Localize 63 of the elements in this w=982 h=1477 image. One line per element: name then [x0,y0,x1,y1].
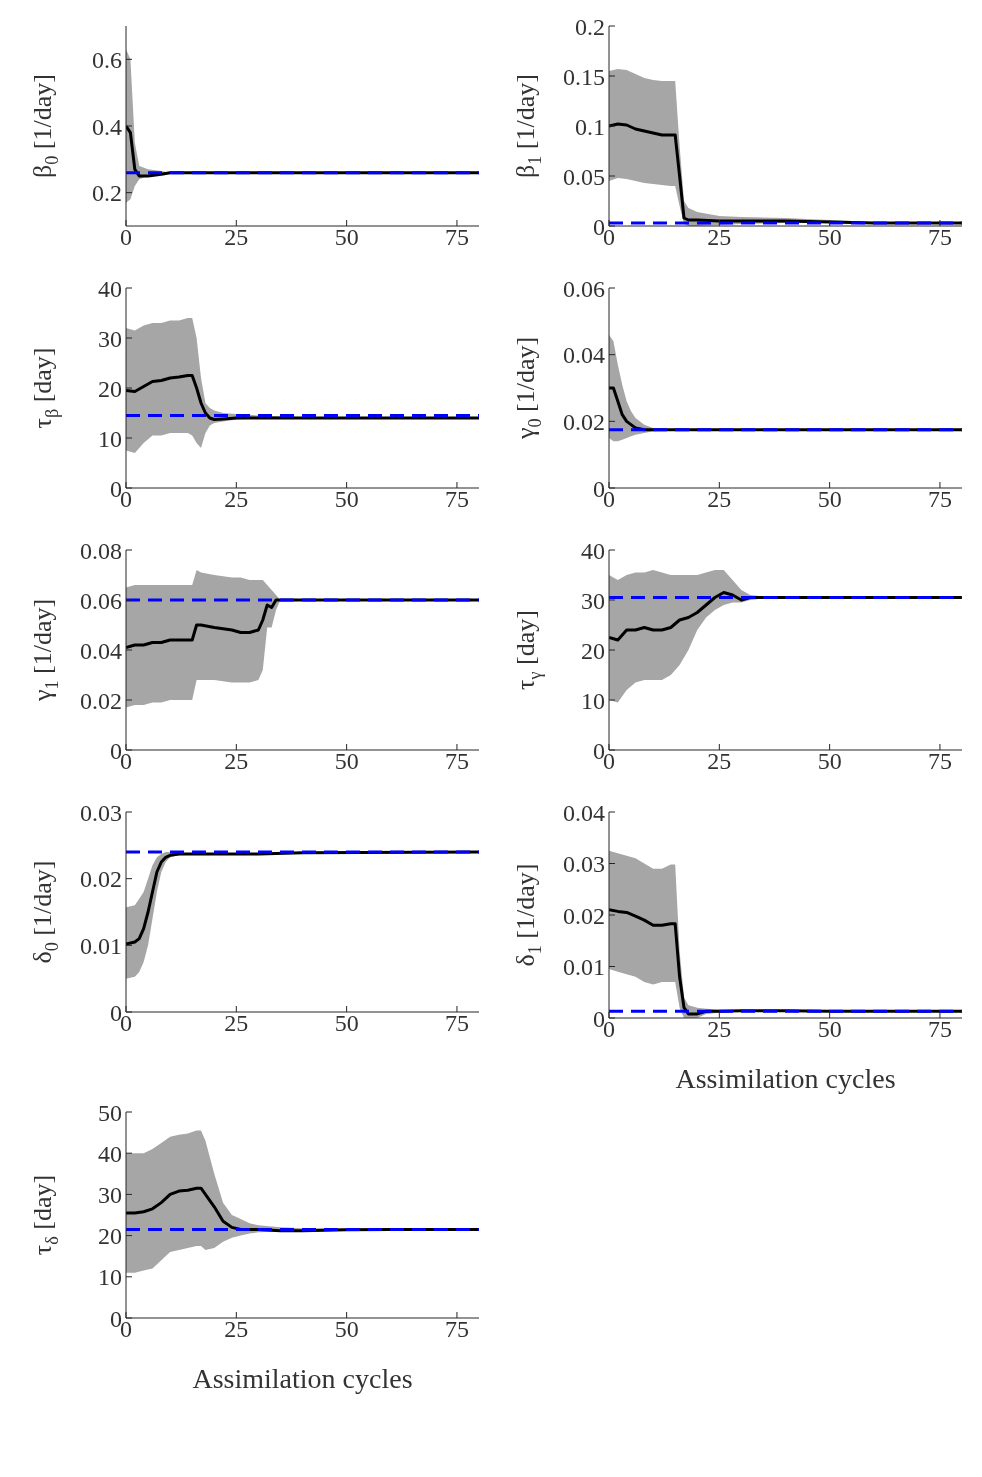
x-tick-label: 25 [707,1016,732,1043]
y-tick-label: 0.03 [80,799,122,826]
y-tick-label: 30 [98,1181,122,1208]
y-tick-label: 30 [98,325,122,352]
y-tick-label: 40 [581,537,605,564]
y-tick-label: 0.04 [563,342,605,369]
y-tick-label: 0.02 [563,408,605,435]
y-tick-label: 0.08 [80,537,122,564]
y-tick-label: 10 [98,425,122,452]
x-tick-label: 25 [224,224,249,251]
y-tick-label: 0.04 [563,799,605,826]
x-tick-label: 50 [334,1316,359,1343]
y-tick-label: 0.04 [80,637,122,664]
x-tick-label: 50 [334,224,359,251]
x-tick-label: 50 [817,486,842,513]
y-tick-label: 0.01 [80,932,122,959]
x-tick-label: 25 [707,224,732,251]
y-tick-label: 0.06 [80,587,122,614]
x-tick-label: 50 [334,1010,359,1037]
x-axis-title: Assimilation cycles [192,1363,413,1394]
y-tick-label: 0.02 [563,902,605,929]
y-tick-label: 0.2 [92,180,122,207]
x-tick-label: 50 [334,748,359,775]
y-tick-label: 10 [98,1264,122,1291]
y-tick-label: 0.02 [80,687,122,714]
x-axis-title: Assimilation cycles [675,1063,896,1094]
y-tick-label: 0.01 [563,954,605,981]
y-tick-label: 20 [98,375,122,402]
x-tick-label: 50 [817,1016,842,1043]
x-tick-label: 75 [927,224,952,251]
x-tick-label: 50 [334,486,359,513]
x-tick-label: 50 [817,748,842,775]
x-tick-label: 25 [224,1316,249,1343]
x-tick-label: 75 [444,748,469,775]
y-tick-label: 40 [98,1140,122,1167]
y-tick-label: 30 [581,587,605,614]
y-tick-label: 0.6 [92,46,122,73]
x-tick-label: 75 [927,486,952,513]
y-tick-label: 10 [581,687,605,714]
y-tick-label: 0.05 [563,163,605,190]
y-tick-label: 0.15 [563,63,605,90]
y-tick-label: 0.02 [80,866,122,893]
x-tick-label: 75 [444,486,469,513]
y-tick-label: 0.4 [92,113,122,140]
y-tick-label: 0.2 [575,13,605,40]
x-tick-label: 25 [707,486,732,513]
y-tick-label: 0.1 [575,113,605,140]
x-tick-label: 75 [444,1010,469,1037]
y-tick-label: 50 [98,1099,122,1126]
x-tick-label: 25 [707,748,732,775]
x-tick-label: 75 [444,224,469,251]
x-tick-label: 75 [444,1316,469,1343]
y-tick-label: 0.03 [563,851,605,878]
y-tick-label: 20 [98,1223,122,1250]
x-tick-label: 75 [927,748,952,775]
y-tick-label: 40 [98,275,122,302]
x-tick-label: 25 [224,748,249,775]
x-tick-label: 75 [927,1016,952,1043]
x-tick-label: 50 [817,224,842,251]
x-tick-label: 25 [224,1010,249,1037]
y-tick-label: 0.06 [563,275,605,302]
y-tick-label: 20 [581,637,605,664]
x-tick-label: 25 [224,486,249,513]
